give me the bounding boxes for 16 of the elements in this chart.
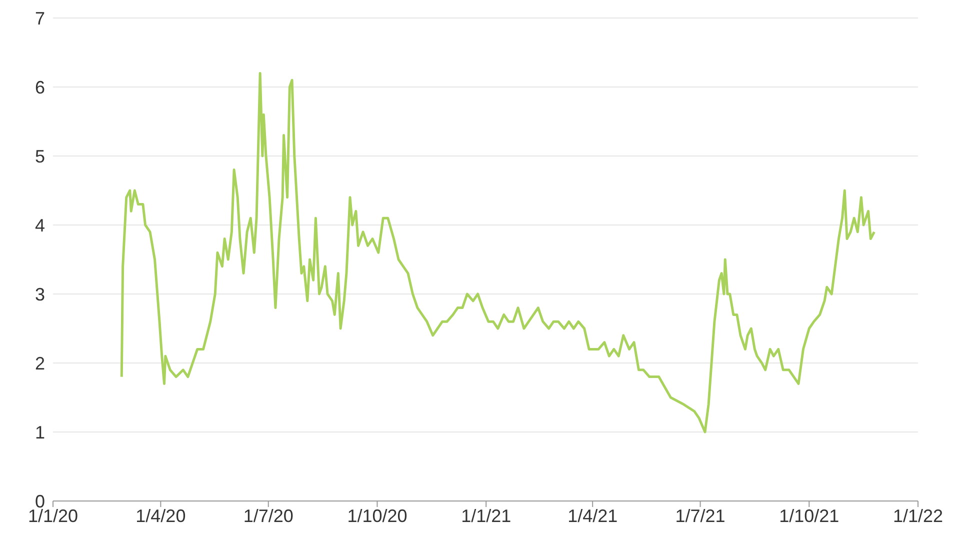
y-tick-label: 3 (34, 284, 45, 304)
y-tick-label: 4 (34, 215, 45, 236)
x-tick-label: 1/4/21 (568, 506, 618, 526)
x-tick-label: 1/1/21 (461, 506, 512, 526)
y-tick-label: 7 (34, 8, 45, 28)
x-tick-label: 1/10/21 (779, 506, 840, 526)
x-tick-label: 1/4/20 (136, 506, 186, 526)
y-tick-label: 2 (34, 353, 45, 374)
y-tick-label: 6 (34, 77, 45, 98)
x-tick-label: 1/7/20 (243, 506, 294, 526)
x-tick-label: 1/1/22 (892, 506, 944, 526)
x-tick-label: 1/10/20 (347, 506, 408, 526)
line-series (120, 72, 876, 434)
x-tick-label: 1/7/21 (675, 506, 726, 526)
y-tick-label: 5 (34, 146, 45, 166)
y-tick-label: 1 (34, 422, 45, 442)
